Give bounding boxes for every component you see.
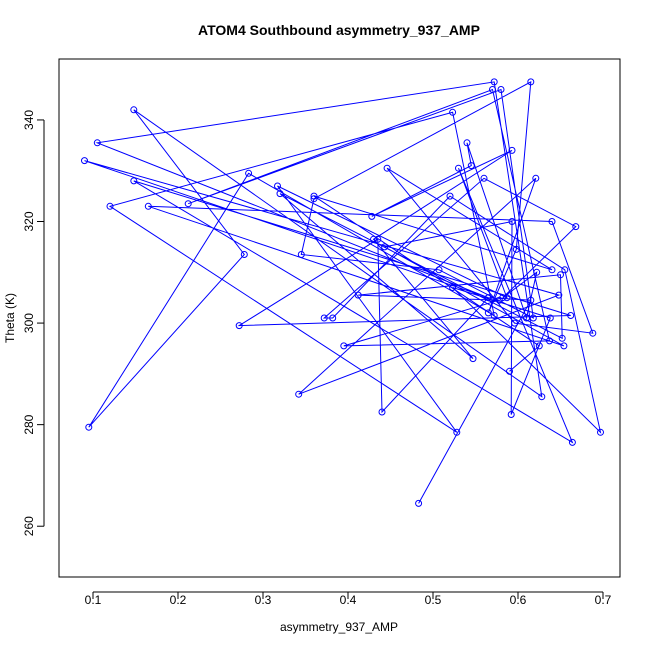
- data-point: [527, 296, 535, 304]
- data-point: [508, 146, 516, 154]
- x-tick-label: 0.3: [255, 593, 272, 607]
- data-point: [463, 139, 471, 147]
- data-point: [546, 314, 554, 322]
- data-point: [106, 202, 114, 210]
- data-point: [329, 314, 337, 322]
- x-tick-label: 0.4: [340, 593, 357, 607]
- data-point: [555, 291, 563, 299]
- x-axis: 0.1 0.2 0.3 0.4 0.5 0.6 0.7: [85, 591, 612, 607]
- x-tick-label: 0.2: [170, 593, 187, 607]
- data-point: [310, 195, 318, 203]
- data-point: [383, 164, 391, 172]
- data-point: [567, 312, 575, 319]
- data-point: [378, 408, 386, 416]
- plot-area: [58, 58, 621, 578]
- data-point: [484, 294, 492, 302]
- data-point: [512, 245, 520, 253]
- data-point: [557, 271, 564, 279]
- data-point: [497, 86, 505, 93]
- data-point: [276, 190, 284, 198]
- y-tick-label: 320: [22, 211, 36, 231]
- data-point: [503, 294, 511, 302]
- y-axis-label: Theta (K): [3, 293, 17, 343]
- data-point: [548, 218, 556, 225]
- y-tick-label: 340: [22, 110, 36, 130]
- data-point: [568, 438, 576, 446]
- data-point: [589, 329, 597, 337]
- data-point: [508, 218, 516, 225]
- data-point: [548, 266, 556, 274]
- data-point: [81, 157, 88, 165]
- data-point: [480, 174, 488, 182]
- data-point: [455, 164, 462, 172]
- data-point: [572, 223, 580, 231]
- data-point: [597, 428, 604, 436]
- data-point: [490, 312, 498, 319]
- data-point: [184, 200, 192, 208]
- data-point: [529, 314, 537, 322]
- chart-title: ATOM4 Southbound asymmetry_937_AMP: [198, 22, 480, 38]
- data-point: [340, 342, 348, 350]
- data-point: [538, 393, 546, 401]
- data-point: [240, 251, 248, 258]
- data-point: [507, 411, 515, 418]
- data-point: [370, 235, 377, 243]
- x-tick-label: 0.5: [425, 593, 442, 607]
- x-tick-label: 0.6: [510, 593, 527, 607]
- series-line: [84, 81, 602, 504]
- data-point: [85, 423, 93, 431]
- data-point: [499, 294, 507, 302]
- data-point: [368, 212, 376, 220]
- y-tick-label: 260: [22, 516, 36, 536]
- data-point: [546, 337, 553, 345]
- data-point: [489, 86, 496, 93]
- data-point: [310, 192, 318, 200]
- data-point: [93, 139, 101, 147]
- data-point: [374, 235, 382, 243]
- data-point: [435, 266, 443, 274]
- data-point: [561, 266, 569, 274]
- data-point: [533, 268, 541, 276]
- data-point: [130, 177, 138, 185]
- data-point: [297, 251, 305, 258]
- data-point: [453, 428, 461, 436]
- x-tick-label: 0.7: [595, 593, 612, 607]
- data-point: [560, 342, 568, 350]
- y-axis: 260 280 300 320 340: [22, 110, 45, 536]
- x-tick-label: 0.1: [85, 593, 102, 607]
- data-point: [446, 192, 454, 200]
- y-tick-label: 280: [22, 414, 36, 434]
- data-point: [381, 243, 389, 251]
- data-point: [354, 291, 362, 299]
- data-point: [484, 309, 492, 317]
- data-point: [449, 284, 457, 291]
- data-point: [295, 390, 303, 398]
- data-point: [527, 78, 535, 86]
- data-point: [449, 108, 457, 116]
- data-point: [532, 174, 540, 182]
- data-point: [511, 319, 519, 327]
- data-point: [467, 162, 475, 170]
- data-point: [320, 314, 328, 322]
- data-point: [274, 182, 281, 190]
- data-point: [506, 367, 513, 375]
- data-point: [415, 499, 423, 507]
- data-point: [130, 106, 138, 114]
- series-layer: [81, 78, 604, 507]
- data-point: [245, 169, 253, 177]
- x-axis-label: asymmetry_937_AMP: [280, 620, 398, 634]
- y-tick-label: 300: [22, 313, 36, 333]
- data-point: [535, 342, 543, 350]
- data-point: [490, 78, 498, 86]
- data-point: [558, 334, 566, 342]
- data-point: [235, 322, 243, 330]
- data-point: [144, 202, 152, 210]
- data-point: [523, 314, 530, 322]
- data-point: [469, 355, 477, 363]
